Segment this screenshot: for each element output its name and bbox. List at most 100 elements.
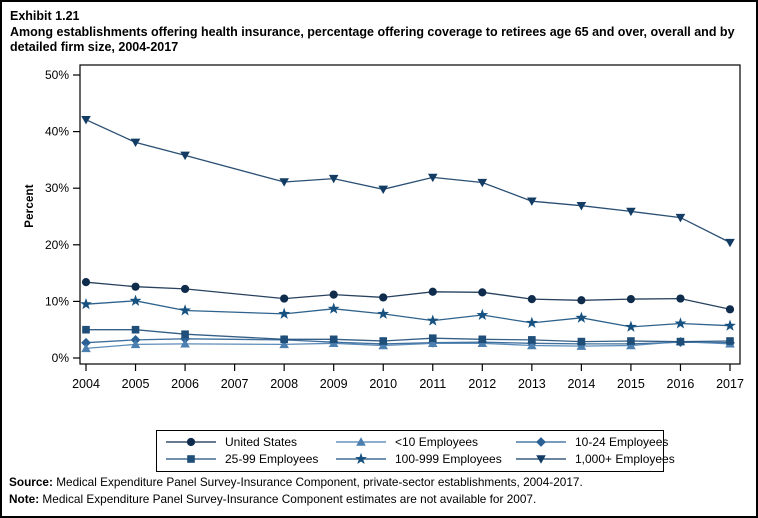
- data-point-25-99-employees: [131, 325, 140, 334]
- data-point-1-000-employees: [328, 174, 339, 184]
- legend: United States <10 Employees 10-24 Employee…: [156, 430, 675, 472]
- data-point-united-states: [676, 294, 685, 303]
- x-tick-label: 2009: [320, 377, 348, 391]
- data-point-10-employees: [279, 339, 289, 349]
- data-point-1-000-employees: [427, 173, 438, 183]
- legend-item-25-99-employees: 25-99 Employees: [165, 451, 335, 467]
- line-chart-canvas: 0% 10% 20% 30% 40% 50% 2004 2005 2006 2007 2008 200…: [45, 64, 744, 391]
- x-tick-label: 2011: [419, 377, 446, 391]
- legend-label: <10 Employees: [395, 435, 479, 449]
- data-point-united-states: [329, 290, 338, 299]
- y-tick-label: 40%: [45, 125, 69, 139]
- legend-marker-star-icon: [336, 452, 386, 465]
- y-tick-label: 10%: [45, 294, 69, 308]
- y-tick-label: 0%: [52, 351, 70, 365]
- legend-marker-diamond-icon: [516, 437, 566, 447]
- data-point-united-states: [478, 288, 487, 297]
- data-point-25-99-employees: [428, 334, 437, 342]
- data-point-1-000-employees: [626, 207, 636, 217]
- data-point-100-999-employees: [80, 298, 92, 310]
- data-point-10-employees: [81, 343, 91, 353]
- x-tick-label: 2012: [468, 377, 496, 391]
- data-point-1-000-employees: [279, 178, 289, 187]
- data-point-10-employees: [130, 339, 141, 349]
- data-point-united-states: [379, 293, 388, 302]
- legend-label: 1,000+ Employees: [575, 452, 675, 466]
- chart-title: Among establishments offering health ins…: [10, 24, 735, 55]
- data-point-10-employees: [180, 339, 190, 348]
- data-point-10-employees: [527, 340, 537, 350]
- legend-marker-triangle-down-icon: [516, 455, 566, 464]
- note-label: Note:: [9, 491, 40, 506]
- y-tick-label: 30%: [45, 181, 69, 195]
- data-point-25-99-employees: [82, 325, 90, 334]
- data-point-100-999-employees: [724, 319, 736, 331]
- x-tick-label: 2015: [617, 377, 645, 391]
- x-tick-label: 2014: [567, 377, 595, 391]
- x-tick-label: 2013: [518, 377, 546, 391]
- data-point-united-states: [527, 295, 536, 304]
- data-point-100-999-employees: [278, 307, 291, 319]
- data-point-united-states: [725, 305, 735, 314]
- x-tick-label: 2010: [369, 377, 397, 391]
- data-point-1-000-employees: [576, 202, 587, 211]
- source-note: Source: Medical Expenditure Panel Survey…: [9, 474, 753, 491]
- data-point-25-99-employees: [577, 337, 586, 346]
- x-tick-label: 2006: [171, 377, 199, 391]
- x-tick-label: 2008: [270, 377, 298, 391]
- series-line-1-000-employees: [85, 119, 731, 244]
- data-point-25-99-employees: [528, 336, 536, 344]
- data-point-1-000-employees: [130, 138, 141, 148]
- data-point-united-states: [428, 287, 437, 296]
- data-point-united-states: [280, 294, 289, 303]
- data-point-united-states: [81, 278, 91, 287]
- data-point-100-999-employees: [575, 311, 588, 323]
- data-point-25-99-employees: [379, 337, 388, 345]
- data-point-25-99-employees: [478, 335, 487, 344]
- data-point-1-000-employees: [527, 197, 537, 206]
- data-point-100-999-employees: [525, 316, 538, 328]
- legend-label: 10-24 Employees: [575, 435, 669, 449]
- data-point-10-employees: [427, 338, 438, 347]
- data-point-10-employees: [576, 341, 587, 350]
- data-point-100-999-employees: [674, 317, 687, 329]
- legend-marker-square-icon: [166, 455, 216, 463]
- footnotes: Source: Medical Expenditure Panel Survey…: [9, 474, 753, 507]
- data-point-10-employees: [378, 340, 389, 350]
- legend-item-10-employees: <10 Employees: [335, 434, 515, 450]
- data-point-united-states: [577, 296, 586, 305]
- data-point-100-999-employees: [426, 314, 439, 326]
- legend-label: 25-99 Employees: [225, 452, 319, 466]
- x-tick-label: 2017: [716, 377, 744, 391]
- exhibit-number: Exhibit 1.21: [10, 9, 80, 23]
- data-point-25-99-employees: [181, 330, 189, 339]
- x-tick-label: 2004: [72, 377, 100, 391]
- x-tick-label: 2005: [122, 377, 150, 391]
- data-point-25-99-employees: [280, 335, 288, 344]
- legend-label: 100-999 Employees: [395, 452, 502, 466]
- legend-item-10-24-employees: 10-24 Employees: [515, 434, 668, 450]
- data-point-25-99-employees: [726, 337, 734, 345]
- availability-note: Note: Medical Expenditure Panel Survey-I…: [9, 491, 753, 508]
- data-point-1-000-employees: [378, 185, 389, 195]
- legend-label: United States: [225, 435, 298, 449]
- legend-marker-triangle-up-icon: [336, 437, 386, 446]
- x-tick-label: 2007: [221, 377, 249, 391]
- data-point-united-states: [131, 282, 140, 291]
- data-point-10-24-employees: [81, 337, 91, 348]
- legend-item-united-states: United States: [165, 434, 335, 450]
- x-tick-label: 2016: [667, 377, 695, 391]
- plot-frame: [79, 64, 741, 365]
- legend-item-1-000-employees: 1,000+ Employees: [515, 451, 675, 467]
- data-point-1-000-employees: [725, 238, 735, 248]
- data-point-100-999-employees: [476, 308, 489, 320]
- data-point-25-99-employees: [627, 337, 635, 345]
- data-point-1-000-employees: [81, 116, 91, 125]
- data-point-1-000-employees: [477, 178, 488, 188]
- y-tick-label: 20%: [45, 238, 69, 252]
- data-point-10-employees: [626, 340, 636, 350]
- data-point-100-999-employees: [327, 302, 340, 314]
- data-point-1-000-employees: [675, 213, 686, 223]
- source-label: Source:: [9, 475, 53, 489]
